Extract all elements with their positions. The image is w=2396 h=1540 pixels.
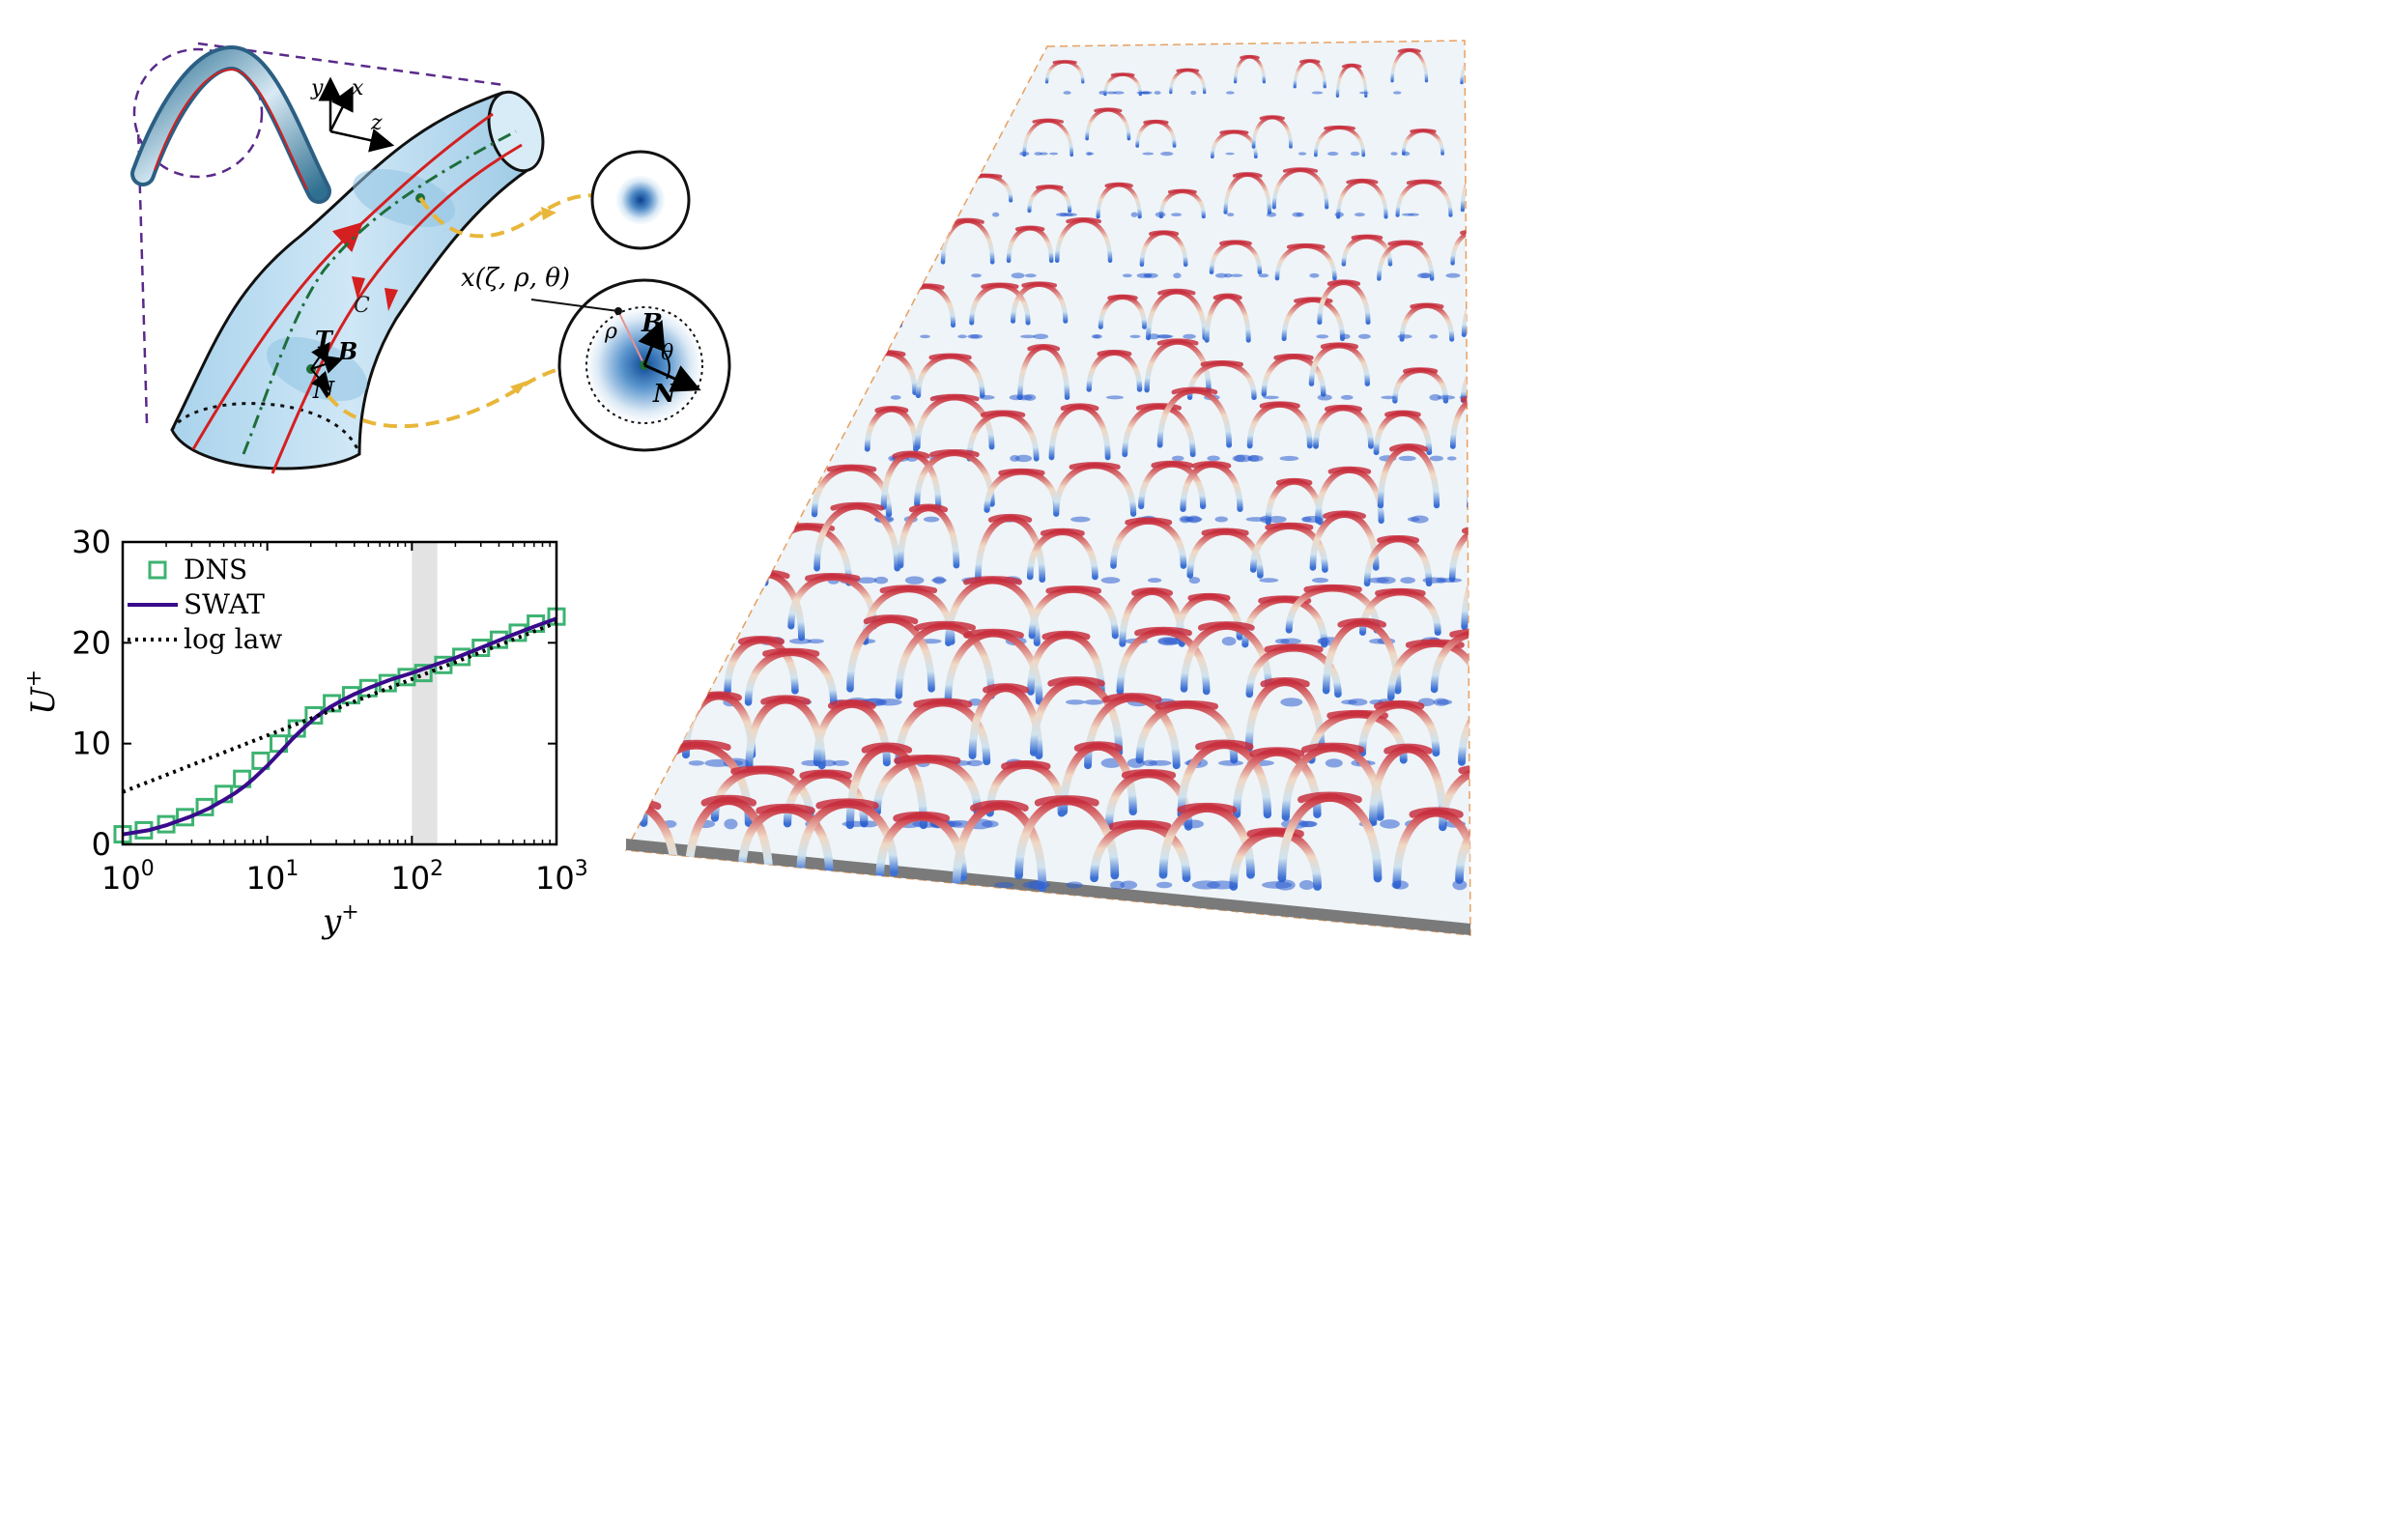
x-tick-label: 103 bbox=[535, 857, 588, 897]
legend-label: log law bbox=[184, 623, 282, 655]
x-tick-label: 100 bbox=[101, 857, 155, 897]
y-tick-label: 10 bbox=[71, 726, 111, 762]
theta-label: θ bbox=[661, 341, 673, 365]
hairpin-arc bbox=[1481, 120, 1517, 141]
legend-dns-swatch bbox=[148, 560, 167, 580]
position-leader bbox=[530, 299, 619, 312]
hairpin-arc bbox=[1449, 395, 1470, 449]
hairpin-vortex-icon bbox=[130, 44, 331, 204]
y-tick-label: 0 bbox=[92, 826, 111, 863]
zoom-circle bbox=[132, 47, 264, 179]
shaded-band bbox=[412, 542, 438, 844]
lower-cross-section bbox=[266, 336, 368, 402]
hairpin-arc bbox=[1461, 291, 1470, 337]
axis-x-label: x bbox=[352, 76, 364, 100]
hairpin-field-render bbox=[624, 40, 1517, 936]
y-axis-label: U+ bbox=[22, 670, 63, 715]
coordinate-axes bbox=[318, 76, 395, 153]
section-B-label: B bbox=[641, 309, 663, 338]
hairpin-arc bbox=[1460, 54, 1470, 85]
frame-T: T bbox=[315, 326, 334, 354]
section-N-label: N bbox=[652, 380, 677, 409]
vortex-line-left bbox=[191, 112, 494, 450]
x-tick-label: 101 bbox=[246, 857, 300, 897]
x-tick-label: 102 bbox=[390, 857, 443, 897]
vortex-schematic: y x z C T B N bbox=[130, 42, 731, 474]
vortex-tube bbox=[170, 91, 529, 471]
hairpin-arc bbox=[1430, 629, 1470, 694]
hairpin-arc bbox=[1460, 362, 1470, 404]
swat-line bbox=[122, 616, 557, 837]
plot-area bbox=[123, 542, 556, 844]
axis-z-label: z bbox=[370, 111, 383, 135]
dns-marker bbox=[341, 686, 360, 705]
plot-frame bbox=[121, 540, 558, 846]
centerline bbox=[242, 129, 517, 455]
dns-marker bbox=[489, 630, 508, 649]
rho-label: ρ bbox=[604, 320, 617, 344]
vortex-line-right bbox=[271, 143, 523, 474]
hairpin-arc bbox=[1461, 559, 1470, 631]
hairpin-arc bbox=[1467, 458, 1470, 509]
hairpin-arc bbox=[1450, 229, 1470, 266]
position-label: x(ζ, ρ, θ) bbox=[461, 264, 570, 293]
legend-label: DNS bbox=[184, 554, 247, 585]
hairpin-arc bbox=[1460, 169, 1470, 213]
hairpin-arc bbox=[1458, 696, 1470, 766]
y-tick-label: 30 bbox=[71, 524, 111, 560]
dns-marker bbox=[251, 751, 271, 770]
frame-B: B bbox=[337, 337, 357, 365]
x-axis-label: y+ bbox=[321, 900, 359, 941]
hairpin-arc bbox=[1439, 765, 1470, 832]
axis-y-label: y bbox=[310, 76, 324, 100]
curve-label: C bbox=[354, 294, 370, 318]
arrow-to-small-section bbox=[418, 193, 610, 239]
hairpin-arc bbox=[1455, 813, 1470, 884]
hairpin-arc bbox=[1448, 527, 1470, 583]
legend-label: SWAT bbox=[184, 588, 265, 620]
y-tick-label: 20 bbox=[71, 624, 111, 661]
dns-marker bbox=[304, 705, 324, 725]
log-law-line bbox=[122, 620, 557, 794]
dns-marker bbox=[471, 639, 491, 658]
